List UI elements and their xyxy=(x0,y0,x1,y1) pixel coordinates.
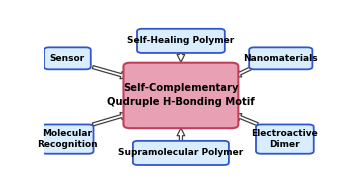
Text: Sensor: Sensor xyxy=(50,54,85,63)
Text: Molecular
Recognition: Molecular Recognition xyxy=(37,129,98,149)
FancyBboxPatch shape xyxy=(124,63,238,128)
Text: Self-Healing Polymer: Self-Healing Polymer xyxy=(127,36,234,45)
FancyBboxPatch shape xyxy=(44,47,91,69)
FancyBboxPatch shape xyxy=(137,29,225,53)
FancyBboxPatch shape xyxy=(41,125,94,154)
Text: Electroactive
Dimer: Electroactive Dimer xyxy=(251,129,318,149)
FancyBboxPatch shape xyxy=(133,141,229,165)
FancyBboxPatch shape xyxy=(256,125,314,154)
Text: Self-Complementary
Qudruple H-Bonding Motif: Self-Complementary Qudruple H-Bonding Mo… xyxy=(107,84,255,107)
Text: Nanomaterials: Nanomaterials xyxy=(244,54,318,63)
FancyBboxPatch shape xyxy=(249,47,312,69)
Text: Supramolecular Polymer: Supramolecular Polymer xyxy=(118,148,244,157)
